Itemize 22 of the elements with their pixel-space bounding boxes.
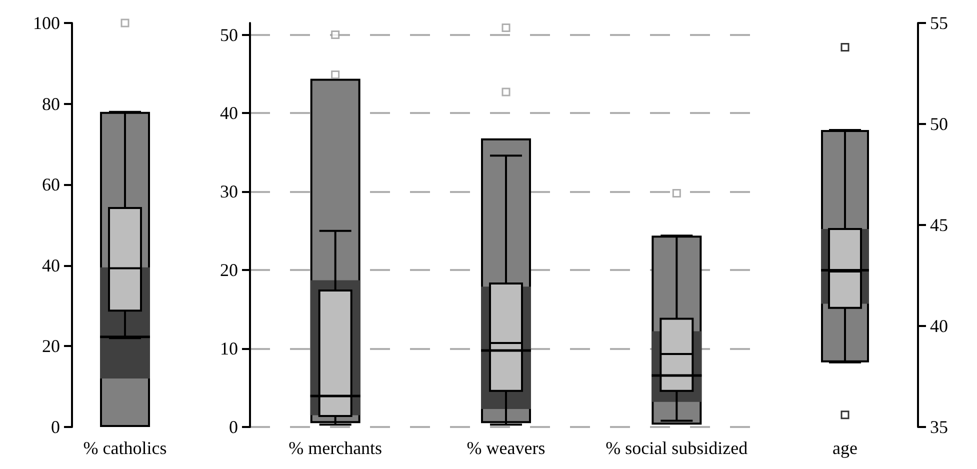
y-tick-label: 20 [220,260,238,280]
x-tick-label: age [832,438,858,458]
y-tick-label: 20 [42,336,60,356]
y2-tick-label: 35 [930,417,948,437]
y-tick-label: 50 [220,24,238,45]
y2-tick-label: 55 [930,13,948,33]
y-tick-label: 40 [42,255,60,276]
y-tick-label: 100 [33,13,60,33]
y-tick-label: 0 [51,417,60,437]
y-tick-label: 0 [229,417,238,437]
x-tick-label: % social subsidized [606,438,748,458]
y-tick-label: 40 [220,103,238,124]
x-tick-label: % merchants [288,438,382,458]
y2-tick-label: 50 [930,114,948,134]
y-tick-label: 60 [42,174,60,195]
y2-tick-label: 40 [930,316,948,336]
x-tick-label: % weavers [466,438,546,458]
y2-tick-label: 45 [930,215,948,235]
y-tick-label: 10 [220,338,238,359]
x-tick-label: % catholics [83,438,167,458]
y-tick-label: 30 [220,182,238,202]
y-tick-label: 80 [42,94,60,114]
